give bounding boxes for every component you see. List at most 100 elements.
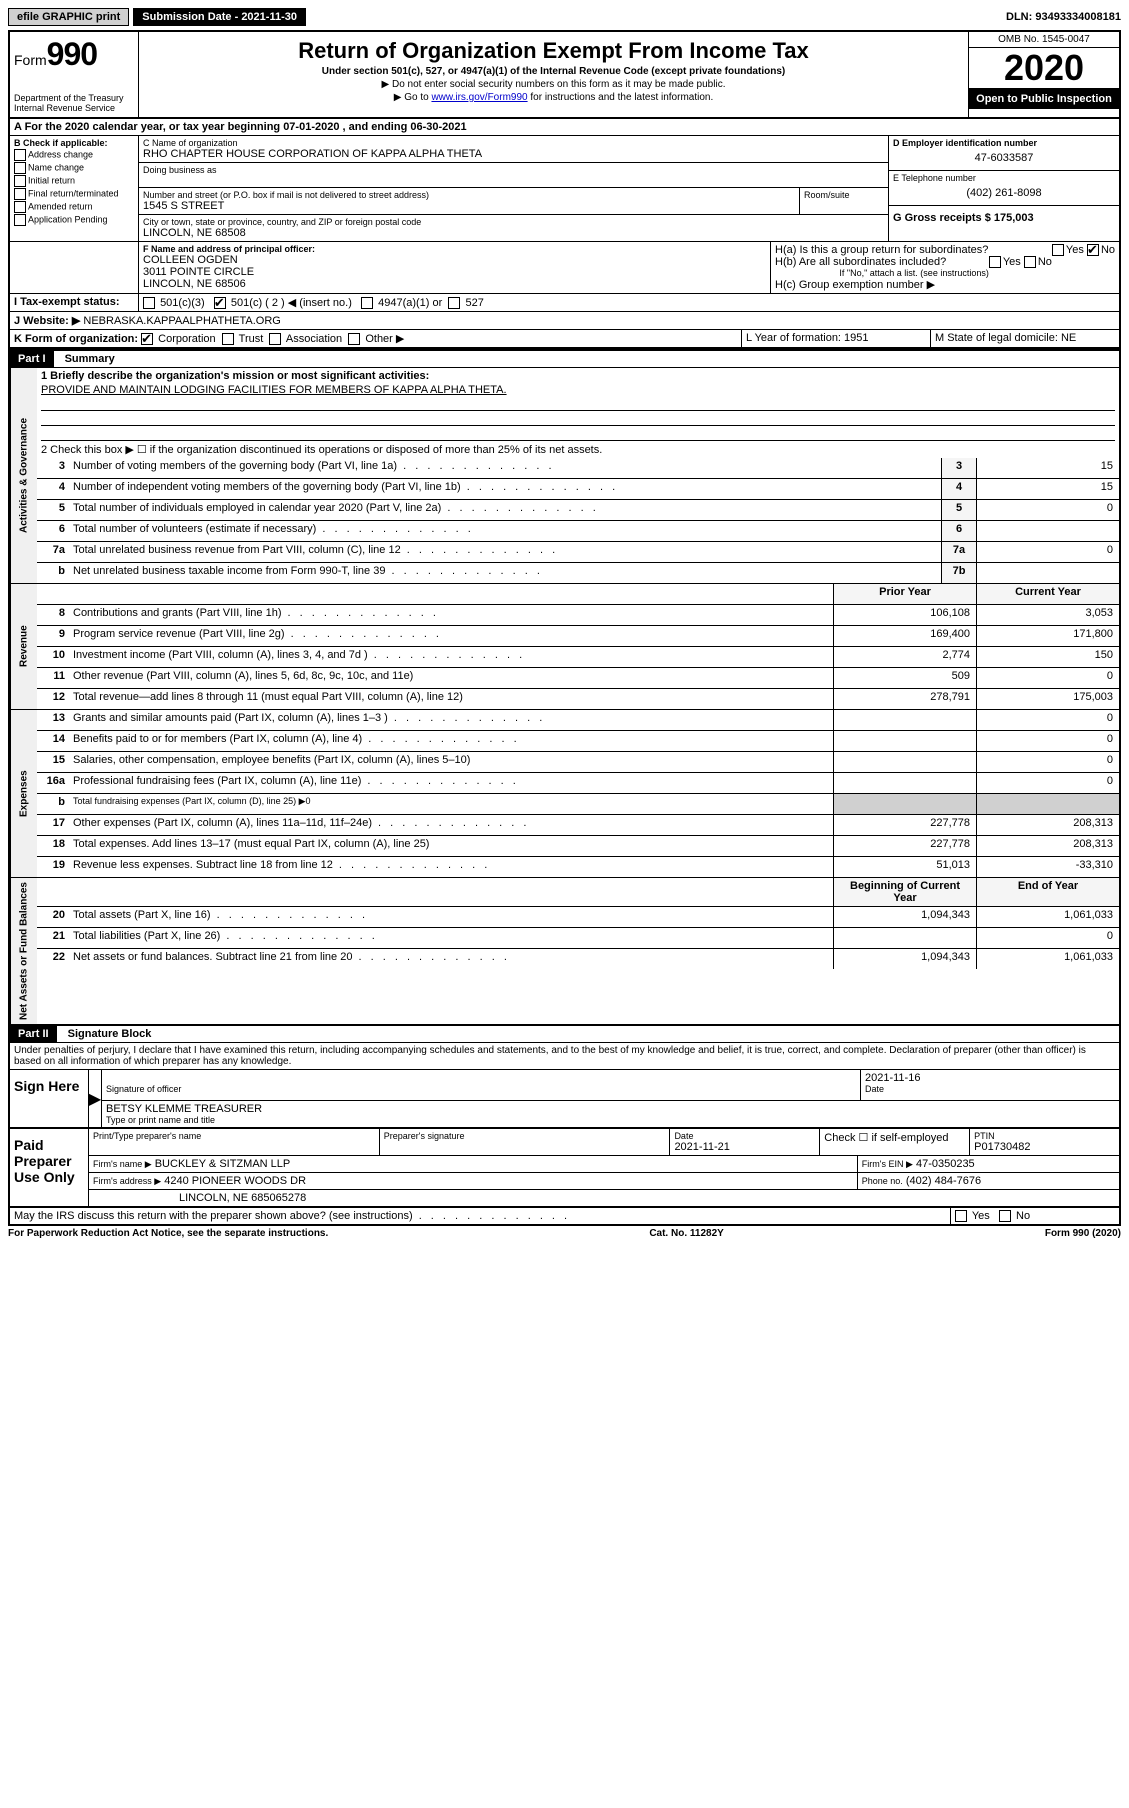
line-desc: Net assets or fund balances. Subtract li… [69, 949, 833, 969]
checkbox-icon[interactable] [448, 297, 460, 309]
line-box: 7b [941, 563, 976, 583]
check-column: B Check if applicable: Address change Na… [10, 136, 139, 241]
checkbox-icon[interactable] [269, 333, 281, 345]
check-address[interactable]: Address change [14, 149, 134, 161]
l-year: L Year of formation: 1951 [742, 330, 931, 347]
line-desc: Other expenses (Part IX, column (A), lin… [69, 815, 833, 835]
col-boy: Beginning of Current Year [833, 878, 976, 906]
no-label: No [1101, 244, 1115, 256]
check-amended[interactable]: Amended return [14, 201, 134, 213]
klm-row: K Form of organization: Corporation Trus… [8, 330, 1121, 349]
check-initial[interactable]: Initial return [14, 175, 134, 187]
checkbox-checked-icon[interactable] [1087, 244, 1099, 256]
website-row: J Website: ▶ NEBRASKA.KAPPAALPHATHETA.OR… [8, 312, 1121, 330]
current-val: 175,003 [976, 689, 1119, 709]
line-val: 0 [976, 500, 1119, 520]
no-label: No [1016, 1210, 1030, 1222]
irs-link[interactable]: www.irs.gov/Form990 [431, 92, 527, 103]
checkbox-icon[interactable] [143, 297, 155, 309]
firm-name: BUCKLEY & SITZMAN LLP [155, 1158, 291, 1170]
gross-receipts: G Gross receipts $ 175,003 [889, 206, 1119, 230]
part2-header: Part II [10, 1026, 57, 1042]
firm-addr2: LINCOLN, NE 685065278 [89, 1190, 1119, 1206]
efile-box[interactable]: efile GRAPHIC print [8, 8, 129, 26]
checkbox-checked-icon[interactable] [141, 333, 153, 345]
checkbox-icon[interactable] [222, 333, 234, 345]
line-desc: Total fundraising expenses (Part IX, col… [69, 794, 833, 814]
check-pending[interactable]: Application Pending [14, 214, 134, 226]
checkbox-icon [14, 162, 26, 174]
line-desc: Contributions and grants (Part VIII, lin… [69, 605, 833, 625]
line-desc [69, 878, 833, 906]
prior-val-shaded [833, 794, 976, 814]
sign-date: 2021-11-16 [865, 1072, 1115, 1084]
line-box: 4 [941, 479, 976, 499]
i-label: I Tax-exempt status: [10, 294, 139, 311]
dln-label: DLN: 93493334008181 [1006, 11, 1121, 23]
line-val [976, 563, 1119, 583]
current-val: 208,313 [976, 836, 1119, 856]
line-desc: Salaries, other compensation, employee b… [69, 752, 833, 772]
line-desc: Total liabilities (Part X, line 26) [69, 928, 833, 948]
form-number: Form990 [14, 36, 134, 73]
m-state: M State of legal domicile: NE [931, 330, 1119, 347]
line-num [37, 584, 69, 604]
trust-label: Trust [239, 333, 264, 345]
line-desc: Total number of individuals employed in … [69, 500, 941, 520]
date-label: Date [865, 1084, 1115, 1094]
q1-label: 1 Briefly describe the organization's mi… [37, 368, 1119, 384]
current-val: 208,313 [976, 815, 1119, 835]
line-desc: Net unrelated business taxable income fr… [69, 563, 941, 583]
line-desc: Number of voting members of the governin… [69, 458, 941, 478]
checkbox-icon[interactable] [955, 1210, 967, 1222]
prior-val: 227,778 [833, 836, 976, 856]
checkbox-icon[interactable] [989, 256, 1001, 268]
line-desc: Total number of volunteers (estimate if … [69, 521, 941, 541]
line-val: 0 [976, 542, 1119, 562]
corp-label: Corporation [158, 333, 215, 345]
line-val: 15 [976, 479, 1119, 499]
current-val: 150 [976, 647, 1119, 667]
org-info-block: B Check if applicable: Address change Na… [8, 136, 1121, 242]
footer-right: Form 990 (2020) [1045, 1228, 1121, 1239]
part1-header: Part I [10, 351, 54, 367]
goto-suffix: for instructions and the latest informat… [528, 92, 714, 103]
501c3-label: 501(c)(3) [160, 297, 205, 309]
prior-val: 51,013 [833, 857, 976, 877]
current-val: 0 [976, 731, 1119, 751]
officer-name: COLLEEN OGDEN [143, 254, 766, 266]
prior-val [833, 710, 976, 730]
line-num: 12 [37, 689, 69, 709]
line-desc: Number of independent voting members of … [69, 479, 941, 499]
line-num: 10 [37, 647, 69, 667]
signer-name: BETSY KLEMME TREASURER [106, 1103, 1115, 1115]
vtab-netassets: Net Assets or Fund Balances [10, 878, 37, 1024]
vtab-revenue: Revenue [10, 584, 37, 709]
prep-sig-label: Preparer's signature [384, 1131, 666, 1141]
check-final[interactable]: Final return/terminated [14, 188, 134, 200]
footer-mid: Cat. No. 11282Y [649, 1228, 723, 1239]
firm-ein: 47-0350235 [916, 1158, 975, 1170]
current-val: 171,800 [976, 626, 1119, 646]
checkbox-icon[interactable] [348, 333, 360, 345]
checkbox-icon [14, 201, 26, 213]
checkbox-icon[interactable] [361, 297, 373, 309]
checkbox-checked-icon[interactable] [214, 297, 226, 309]
mission-blank-line [41, 411, 1115, 426]
checkbox-icon[interactable] [1052, 244, 1064, 256]
check-name[interactable]: Name change [14, 162, 134, 174]
check-address-label: Address change [28, 149, 93, 159]
no-label: No [1038, 256, 1052, 268]
current-val: 0 [976, 773, 1119, 793]
ptin-label: PTIN [974, 1131, 1115, 1141]
b-label: B Check if applicable: [14, 138, 134, 148]
checkbox-icon[interactable] [1024, 256, 1036, 268]
officer-h-block: F Name and address of principal officer:… [8, 242, 1121, 294]
preparer-label: Paid Preparer Use Only [10, 1129, 89, 1206]
checkbox-icon[interactable] [999, 1210, 1011, 1222]
line-desc: Grants and similar amounts paid (Part IX… [69, 710, 833, 730]
self-employed-check[interactable]: Check ☐ if self-employed [820, 1129, 970, 1155]
e-label: E Telephone number [893, 173, 1115, 183]
line-desc: Revenue less expenses. Subtract line 18 … [69, 857, 833, 877]
line-num: 5 [37, 500, 69, 520]
